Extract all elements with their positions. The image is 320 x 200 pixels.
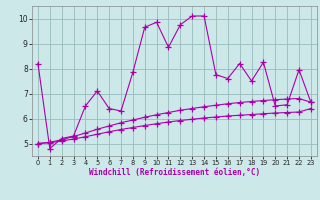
X-axis label: Windchill (Refroidissement éolien,°C): Windchill (Refroidissement éolien,°C) xyxy=(89,168,260,177)
